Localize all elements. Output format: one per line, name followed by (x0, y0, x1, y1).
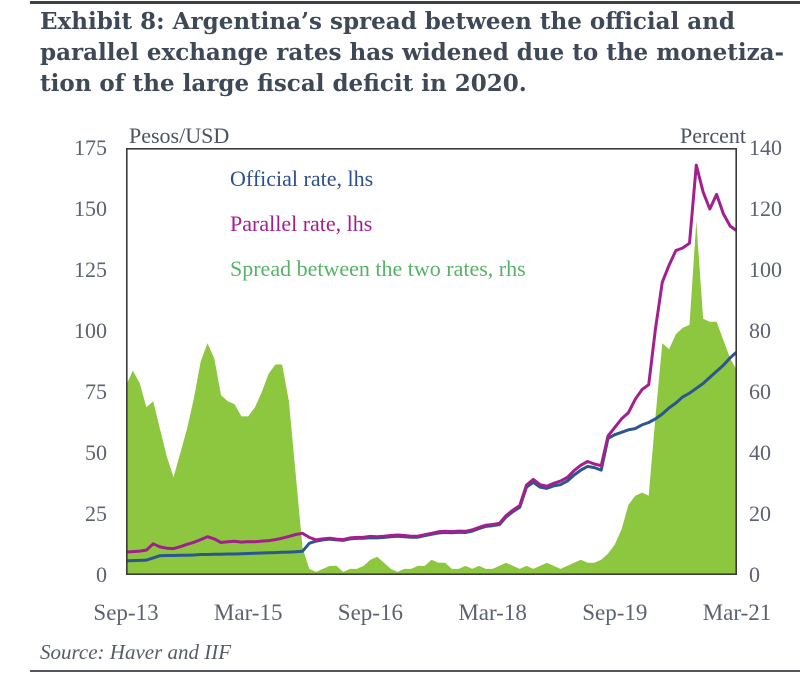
right-axis-tick: 20 (749, 501, 771, 526)
x-axis-tick: Mar-21 (702, 600, 772, 625)
left-axis-tick: 25 (85, 501, 107, 526)
source-note: Source: Haver and IIF (40, 640, 232, 664)
left-axis-tick: 0 (96, 562, 107, 587)
exhibit-title: Exhibit 8: Argentina’s spread between th… (40, 6, 784, 99)
x-axis-tick: Sep-19 (582, 600, 648, 625)
left-axis-tick: 50 (85, 440, 107, 465)
right-axis-tick: 40 (749, 440, 771, 465)
x-axis-tick: Sep-16 (337, 600, 403, 625)
right-axis-tick: 100 (749, 257, 782, 282)
right-axis-tick: 140 (749, 135, 782, 160)
right-axis-title: Percent (680, 123, 746, 148)
legend-item-official-rate: Official rate, lhs (230, 166, 374, 191)
right-axis-tick: 80 (749, 318, 771, 343)
right-axis-tick: 0 (749, 562, 760, 587)
left-axis-tick: 75 (85, 379, 107, 404)
exhibit-title-line-1: Exhibit 8: Argentina’s spread between th… (40, 8, 735, 35)
right-axis-tick: 60 (749, 379, 771, 404)
left-axis-tick: 150 (74, 196, 107, 221)
parallel-rate-line (126, 163, 737, 554)
x-axis-tick: Sep-13 (93, 600, 159, 625)
plot-border (126, 148, 737, 575)
bottom-rule (30, 670, 800, 672)
exhibit-title-line-3: tion of the large fiscal deficit in 2020… (40, 70, 527, 97)
legend-item-parallel-rate: Parallel rate, lhs (230, 211, 373, 236)
legend-item-spread: Spread between the two rates, rhs (230, 256, 526, 281)
top-rule (30, 1, 800, 4)
spread-area-series (126, 221, 737, 575)
left-axis-title: Pesos/USD (129, 123, 230, 148)
exhibit-title-line-2: parallel exchange rates has widened due … (40, 39, 785, 66)
left-axis-tick: 125 (74, 257, 107, 282)
exchange-rate-chart (126, 148, 737, 575)
right-axis-tick: 120 (749, 196, 782, 221)
x-axis-tick: Mar-18 (458, 600, 527, 625)
left-axis-tick: 175 (74, 135, 107, 160)
x-axis-tick: Mar-15 (213, 600, 283, 625)
left-axis-tick: 100 (74, 318, 107, 343)
